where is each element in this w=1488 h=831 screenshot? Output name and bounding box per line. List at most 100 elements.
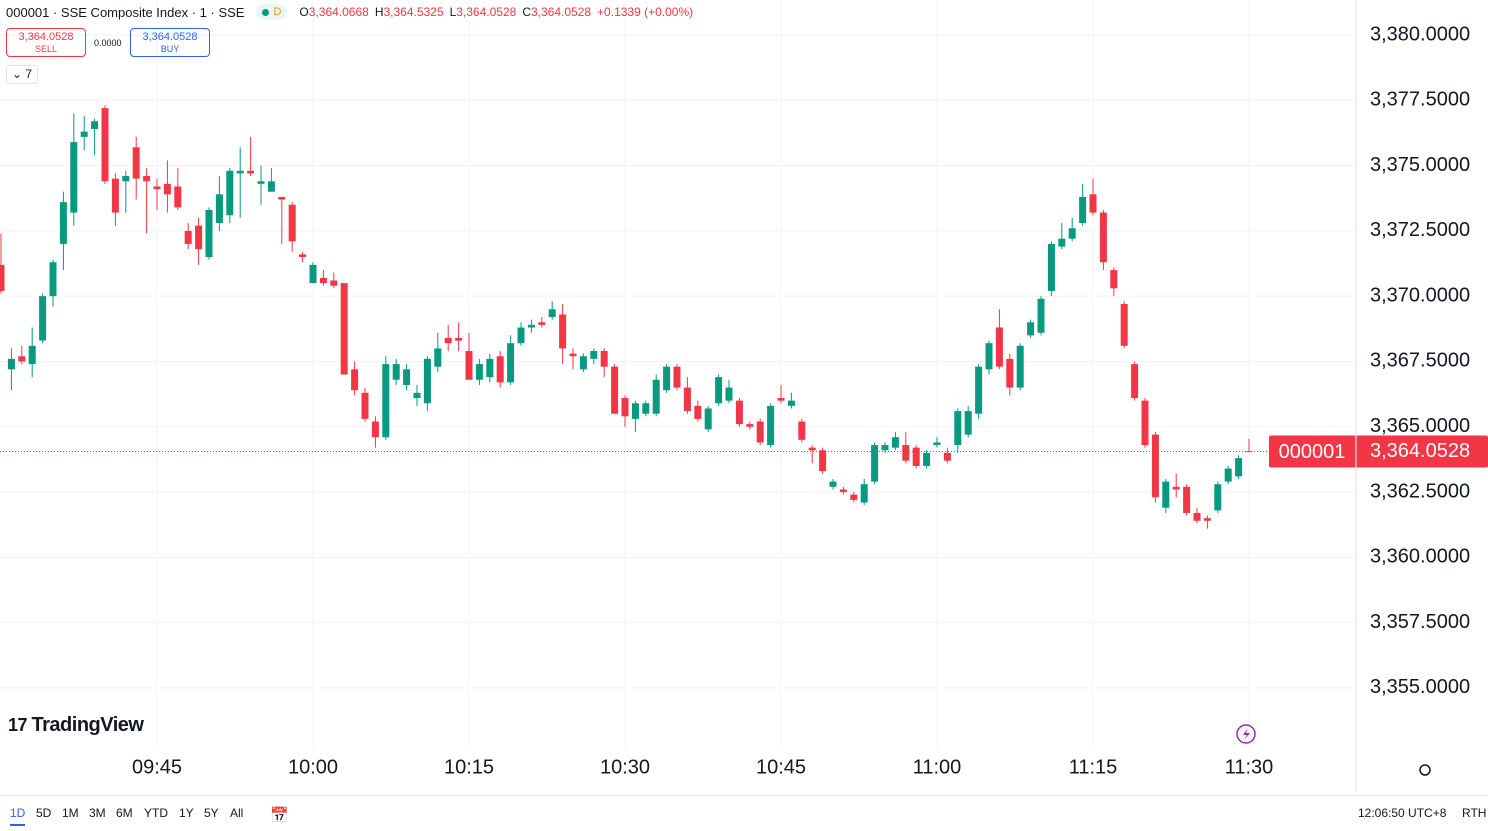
candle-body — [1068, 228, 1076, 239]
candle-body — [49, 262, 57, 297]
candle-body — [1027, 322, 1035, 336]
range-button[interactable]: 5D — [36, 806, 52, 820]
candle-body — [1016, 345, 1024, 388]
lightning-icon — [1236, 724, 1256, 744]
candle-body — [1172, 486, 1180, 490]
candle-body — [1162, 481, 1170, 508]
candle-body — [631, 403, 639, 419]
candle-body — [1047, 243, 1055, 291]
range-button[interactable]: YTD — [144, 806, 168, 820]
lightning-glyph — [1243, 728, 1250, 740]
x-tick-label: 10:00 — [288, 756, 338, 778]
x-tick-label: 11:30 — [1225, 756, 1274, 778]
candle-body — [371, 421, 379, 438]
candle-body — [486, 358, 494, 378]
candle-body — [891, 437, 899, 448]
candle-body — [70, 142, 78, 213]
ohlc-key: H — [374, 5, 384, 19]
candle-body — [954, 411, 962, 446]
candle-body — [184, 230, 192, 244]
y-tick-label: 3,355.0000 — [1370, 676, 1470, 698]
candle-body — [101, 108, 109, 182]
candle-body — [257, 181, 265, 184]
candle-body — [559, 314, 567, 349]
candle-body — [943, 452, 951, 461]
y-tick-label: 3,365.0000 — [1370, 415, 1470, 437]
range-button[interactable]: All — [230, 806, 244, 820]
candle-body — [600, 351, 608, 367]
candle-body — [798, 421, 806, 440]
candle-body — [1110, 270, 1118, 289]
ohlc-value: 3,364.0668 — [308, 5, 369, 19]
candle-body — [642, 403, 650, 414]
buy-button[interactable]: 3,364.0528 BUY — [130, 28, 210, 57]
logo: 17 TradingView — [8, 714, 144, 736]
calendar-icon[interactable]: 📅 — [270, 807, 289, 824]
candle-body — [683, 387, 691, 412]
range-button[interactable]: 1M — [62, 806, 79, 820]
candle-body — [1099, 212, 1107, 263]
candle-body — [1183, 486, 1191, 513]
candle-body — [247, 170, 255, 174]
candle-body — [392, 364, 400, 380]
y-tick-label: 3,367.5000 — [1370, 350, 1470, 372]
range-button[interactable]: 5Y — [204, 806, 219, 820]
ohlc-value: 3,364.0528 — [456, 5, 517, 19]
candle-body — [163, 183, 171, 195]
candle-body — [704, 408, 712, 430]
sell-button[interactable]: 3,364.0528 SELL — [6, 28, 86, 57]
candle-body — [1037, 298, 1045, 333]
candle-body — [122, 176, 130, 182]
range-button[interactable]: 1D — [10, 806, 26, 826]
candle-body — [1193, 512, 1201, 521]
candle-body — [590, 351, 598, 359]
candle-body — [299, 254, 307, 257]
candle-body — [205, 209, 213, 257]
x-tick-label: 10:30 — [600, 756, 650, 778]
candle-body — [611, 366, 619, 414]
session[interactable]: RTH — [1462, 806, 1487, 820]
logo-text: TradingView — [31, 714, 144, 736]
candle-body — [1131, 364, 1139, 399]
price-tag-symbol: 000001 — [1279, 441, 1346, 463]
candle-body — [1214, 484, 1222, 511]
candle-body — [80, 131, 88, 137]
candle-body — [1079, 196, 1087, 224]
range-button[interactable]: 3M — [89, 806, 106, 820]
candle-body — [309, 264, 317, 284]
candle-body — [933, 442, 941, 446]
candle-body — [694, 405, 702, 419]
candle-body — [1058, 238, 1066, 247]
symbol[interactable]: 000001 · SSE Composite Index · 1 · SSE — [6, 4, 245, 20]
candle-body — [267, 181, 275, 192]
toolbar: 📅 12:06:50 UTC+8 RTH 1D 5D 1M 3M 6M YTD 1Y 5Y Al… — [0, 795, 1488, 831]
candle-body — [1224, 468, 1232, 482]
candle-body — [871, 445, 879, 482]
candle-body — [361, 392, 369, 419]
candle-body — [850, 494, 858, 500]
indicator-count: 7 — [25, 67, 33, 81]
candle-body — [496, 356, 504, 383]
y-tick-label: 3,357.5000 — [1370, 611, 1470, 633]
indicator-toggle[interactable]: ⌄ 7 — [6, 65, 39, 84]
candle-body — [673, 366, 681, 388]
candle-body — [902, 445, 910, 461]
candle-body — [444, 337, 452, 344]
range-button[interactable]: 1Y — [179, 806, 194, 820]
x-tick-label: 11:00 — [913, 756, 962, 778]
x-tick-label: 10:45 — [756, 756, 806, 778]
status: D — [256, 4, 288, 20]
range-button[interactable]: 6M — [116, 806, 133, 820]
y-tick-label: 3,372.5000 — [1370, 219, 1470, 241]
candle-body — [995, 327, 1003, 367]
candle-body — [288, 204, 296, 242]
y-tick-label: 3,380.0000 — [1370, 23, 1470, 45]
candle-body — [881, 445, 889, 451]
candle-body — [777, 398, 785, 401]
candle-body — [465, 351, 473, 380]
candle-body — [1089, 194, 1097, 213]
buy-label: BUY — [160, 44, 180, 54]
candle-body — [330, 280, 338, 286]
